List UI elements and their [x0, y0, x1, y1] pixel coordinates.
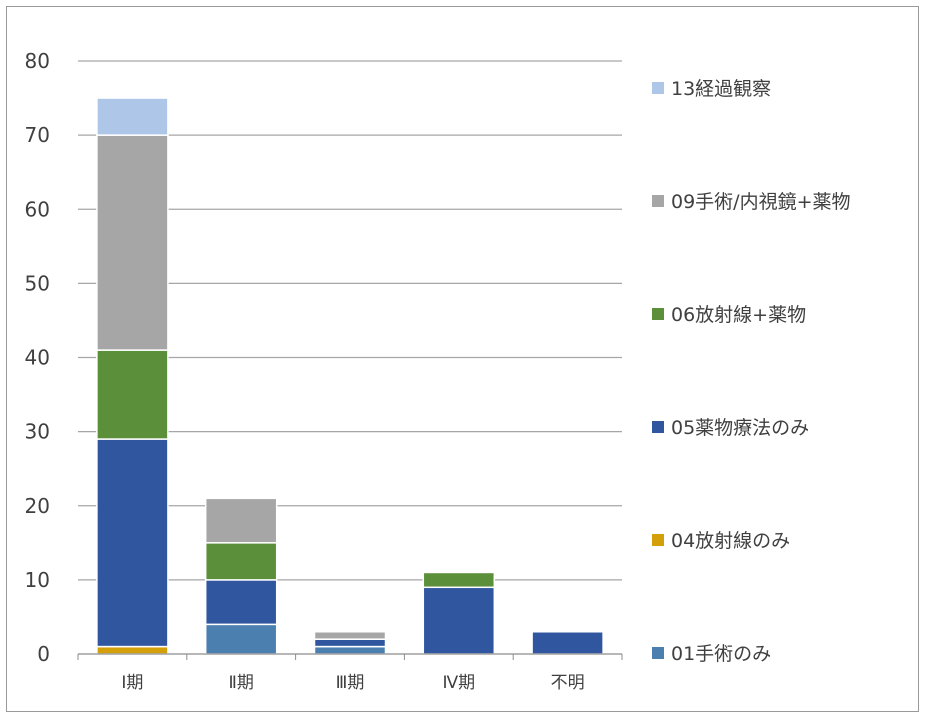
bar-segment — [96, 438, 169, 648]
legend-label: 13経過観察 — [671, 78, 771, 100]
legend-label: 06放射線+薬物 — [671, 304, 806, 326]
bar-segment — [422, 586, 496, 655]
bar-segment — [96, 134, 169, 351]
x-tick-label: Ⅲ期 — [336, 673, 365, 693]
y-tick-label: 40 — [25, 346, 50, 370]
bar-segment — [96, 349, 169, 440]
bar-segment — [96, 97, 169, 136]
bar-segment — [531, 631, 604, 655]
legend-label: 05薬物療法のみ — [671, 417, 809, 439]
y-tick-label: 60 — [25, 197, 50, 221]
legend-swatch — [652, 534, 664, 546]
legend-swatch — [652, 195, 664, 207]
bar-segment — [313, 631, 387, 640]
x-tick-label: Ⅱ期 — [229, 673, 254, 693]
legend-label: 09手術/内視鏡+薬物 — [671, 191, 851, 213]
legend-label: 04放射線のみ — [671, 530, 790, 552]
legend: 13経過観察 09手術/内視鏡+薬物 06放射線+薬物 05薬物療法のみ 04放射線のみ… — [652, 78, 851, 665]
bar-segment — [204, 497, 278, 544]
y-tick-label: 20 — [25, 494, 50, 518]
y-tick-label: 30 — [25, 420, 50, 444]
bar-segment — [422, 571, 496, 589]
y-tick-label: 70 — [25, 123, 50, 147]
legend-swatch — [652, 308, 664, 320]
legend-swatch — [652, 82, 664, 94]
bar-segment — [204, 579, 278, 626]
bar-segment — [96, 645, 169, 655]
y-tick-label: 80 — [25, 49, 50, 73]
x-tick-label: Ⅳ期 — [442, 673, 475, 693]
legend-label: 01手術のみ — [671, 643, 771, 665]
gridlines — [78, 60, 622, 581]
bars — [96, 97, 604, 655]
bar-segment — [313, 645, 387, 655]
bar-segment — [313, 638, 387, 648]
y-axis-ticks: 0 10 20 30 40 50 60 70 80 — [25, 49, 50, 666]
y-tick-label: 50 — [25, 271, 50, 295]
x-tick-label: 不明 — [551, 673, 585, 693]
legend-swatch — [652, 421, 664, 433]
y-tick-label: 10 — [25, 568, 50, 592]
x-tick-label: Ⅰ期 — [121, 673, 143, 693]
legend-swatch — [652, 647, 664, 659]
x-axis: Ⅰ期 Ⅱ期 Ⅲ期 Ⅳ期 不明 — [77, 653, 623, 693]
bar-segment — [204, 542, 278, 581]
bar-segment — [204, 623, 278, 655]
y-tick-label: 0 — [37, 642, 50, 666]
